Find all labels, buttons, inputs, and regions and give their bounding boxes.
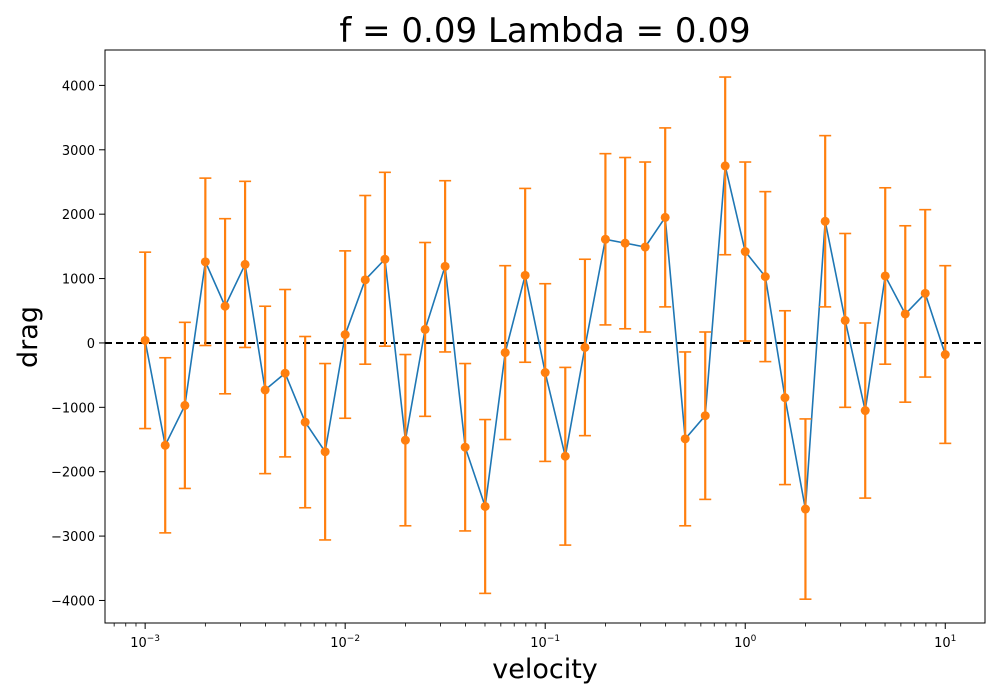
data-point [740,247,750,257]
data-point [700,411,710,421]
data-point [900,309,910,319]
data-point [660,212,670,222]
data-point [480,501,490,511]
data-point [360,275,370,285]
data-point [780,393,790,403]
y-tick-label: −4000 [51,594,95,609]
data-point [640,242,650,252]
data-point [300,417,310,427]
data-point [840,315,850,325]
data-point [460,442,470,452]
y-axis: −4000 −3000 −2000 −1000 0 1000 2000 3000 4000 [51,79,105,609]
chart-title: f = 0.09 Lambda = 0.09 [339,11,750,51]
y-tick-label: 2000 [62,208,95,223]
data-point [580,342,590,352]
x-tick-label: 10−1 [530,634,560,651]
data-point [860,406,870,416]
data-point [420,324,430,334]
y-tick-label: −3000 [51,530,95,545]
data-point [260,385,270,395]
data-point [140,335,150,345]
data-point [200,257,210,267]
data-point [620,238,630,248]
y-tick-label: 1000 [62,273,95,288]
data-point [940,350,950,360]
data-point [340,330,350,340]
y-tick-label: 3000 [62,144,95,159]
data-point [720,161,730,171]
data-point [280,368,290,378]
data-point [320,447,330,457]
data-point [160,440,170,450]
data-point [500,348,510,358]
y-tick-label: −2000 [51,466,95,481]
data-point [540,368,550,378]
y-tick-label: 4000 [62,79,95,94]
data-point [400,435,410,445]
x-tick-label: 10−2 [330,634,360,651]
y-tick-label: 0 [87,337,95,352]
y-tick-label: −1000 [51,401,95,416]
plot-area [105,76,985,600]
x-tick-label: 101 [934,634,956,651]
data-point [560,451,570,461]
data-point [520,270,530,280]
data-point [380,254,390,264]
x-axis: 10−3 10−2 10−1 100 101 [113,623,956,651]
data-point [240,259,250,269]
data-point [680,434,690,444]
data-point [880,271,890,281]
data-point [180,400,190,410]
data-point [820,216,830,226]
data-point [920,288,930,298]
data-point [760,272,770,282]
x-axis-label: velocity [492,654,598,685]
x-tick-label: 100 [734,634,757,651]
data-point [600,234,610,244]
data-point [220,301,230,311]
data-point [440,261,450,271]
y-axis-label: drag [13,306,44,368]
x-tick-label: 10−3 [130,634,160,651]
data-point [800,504,810,514]
